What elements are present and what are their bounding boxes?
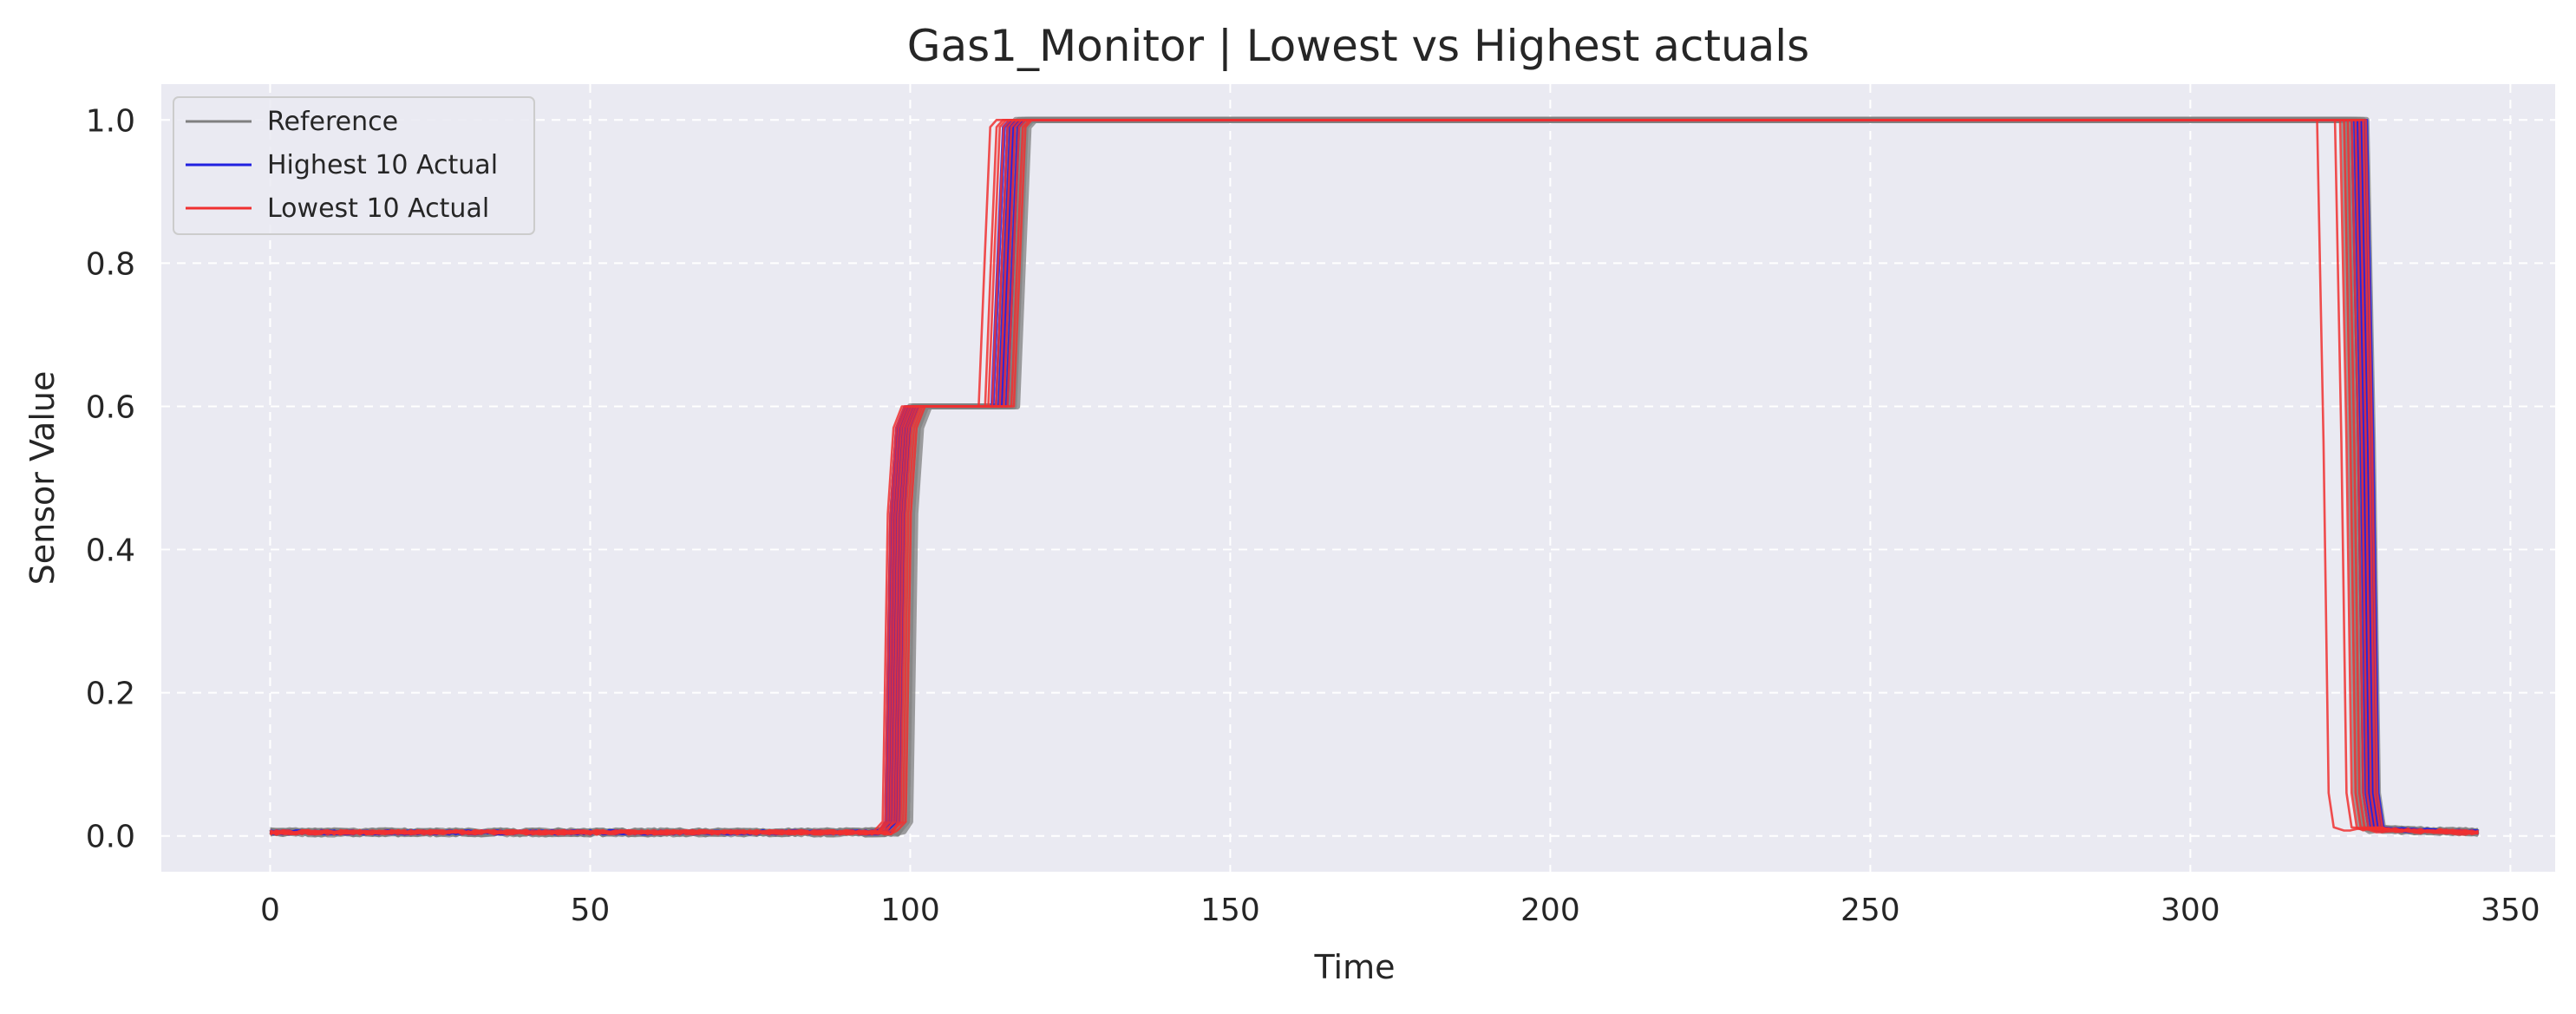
series-line-lowest-10-actual: [269, 119, 2479, 836]
x-axis-label: Time: [1314, 948, 1396, 986]
x-tick-label: 200: [1520, 893, 1580, 928]
x-tick-label: 50: [571, 893, 611, 928]
y-tick-label: 0.6: [86, 389, 135, 425]
grid-lines: [161, 84, 2555, 872]
y-tick-label: 0.4: [86, 533, 135, 569]
x-tick-label: 100: [880, 893, 940, 928]
series-lines: [269, 116, 2480, 838]
x-tick-label: 150: [1200, 893, 1260, 928]
legend-label-reference: Reference: [267, 107, 398, 137]
x-tick-label: 300: [2161, 893, 2220, 928]
y-tick-label: 0.2: [86, 677, 135, 712]
y-tick-label: 1.0: [86, 103, 135, 139]
plot-area: [161, 84, 2555, 872]
legend-box: [173, 96, 535, 235]
y-tick-label: 0.0: [86, 820, 135, 855]
legend: Reference Highest 10 Actual Lowest 10 Ac…: [173, 96, 535, 235]
x-tick-label: 350: [2481, 893, 2540, 928]
legend-label-lowest: Lowest 10 Actual: [267, 193, 489, 224]
chart-title: Gas1_Monitor | Lowest vs Highest actuals: [907, 21, 1809, 71]
y-axis-label: Sensor Value: [23, 371, 62, 586]
legend-label-highest: Highest 10 Actual: [267, 150, 498, 180]
x-tick-label: 250: [1840, 893, 1900, 928]
y-tick-label: 0.8: [86, 246, 135, 282]
tick-labels: 0 50 100 150 200 250 300 350 0.0 0.2 0.4 0.6 0.8 1.0: [86, 103, 2540, 928]
x-tick-label: 0: [260, 893, 280, 928]
